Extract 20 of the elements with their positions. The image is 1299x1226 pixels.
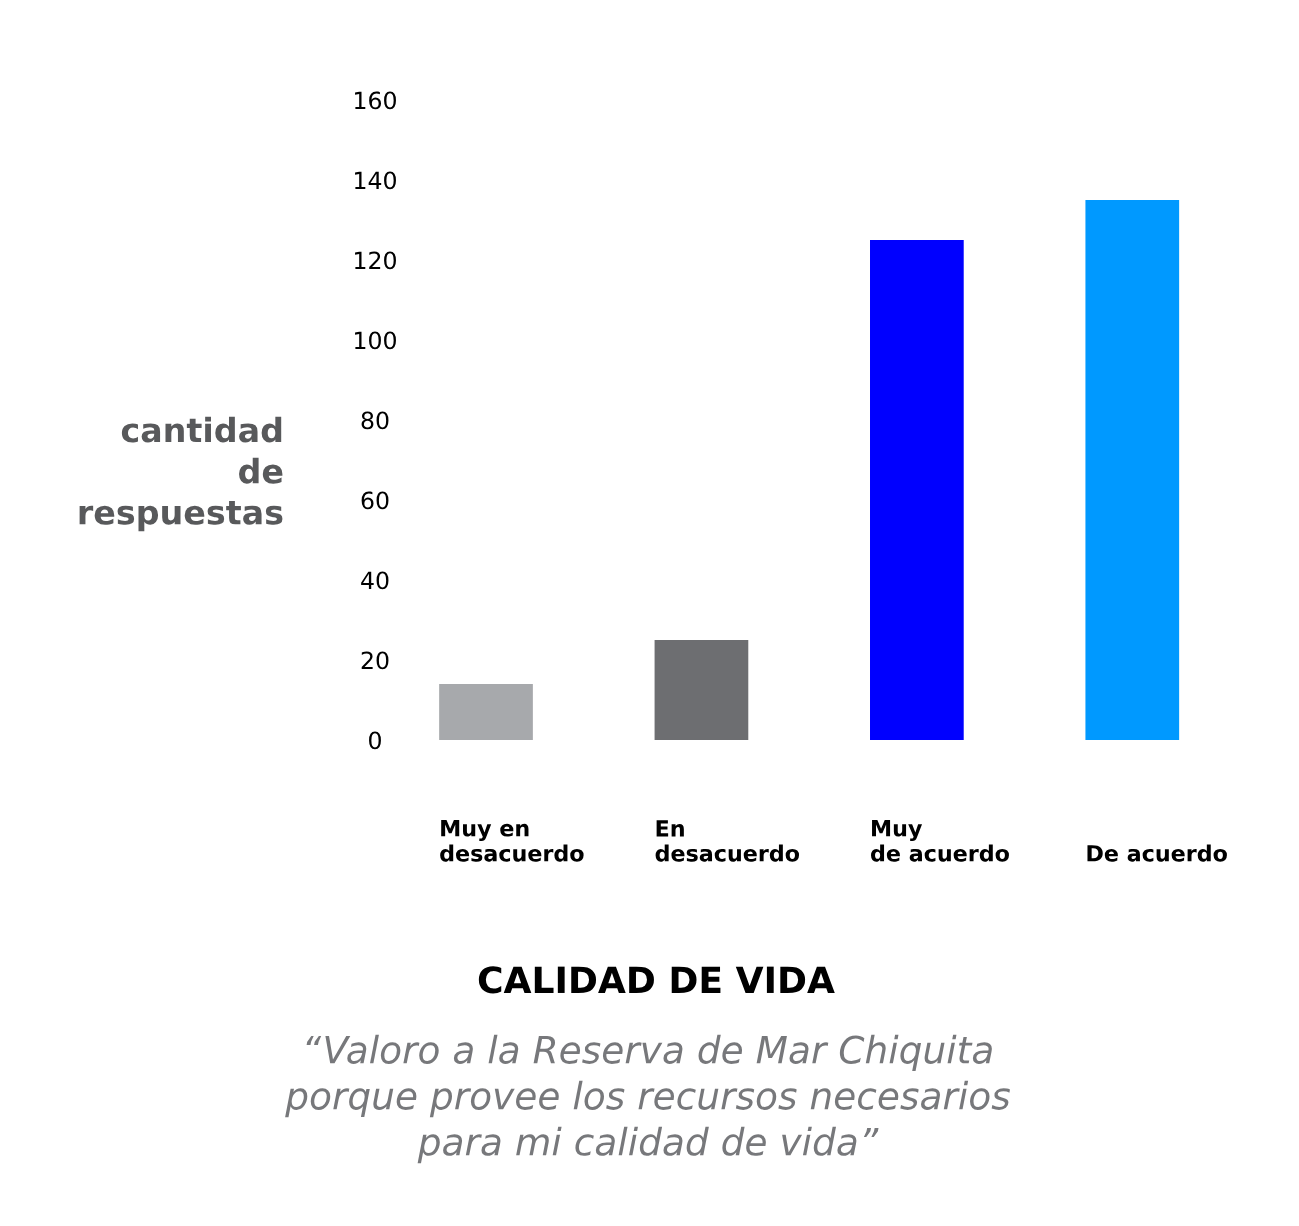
y-tick-label: 140 [355,171,396,190]
x-tick-label: De acuerdo [1087,844,1227,862]
y-tick-label: 0 [369,731,381,750]
y-tick-label: 160 [355,91,396,110]
y-tick-label: 80 [361,411,389,430]
x-tick-label: Muy de acuerdo [871,820,1009,862]
y-tick-label: 20 [361,651,389,670]
bar [439,684,533,740]
x-tick-label: Muy en desacuerdo [440,820,584,862]
y-tick-label: 120 [355,251,396,270]
y-tick-label: 40 [361,571,389,590]
y-tick-label: 100 [355,331,396,350]
y-axis-title: cantidad de respuestas [79,416,283,532]
y-tick-label: 60 [361,491,389,510]
text: CALIDAD DE VIDA [478,966,835,994]
bar [870,240,964,740]
bar [654,640,749,740]
x-tick-label: En desacuerdo [655,820,800,862]
bar [1085,200,1180,740]
text: “Valoro a la Reserva de Mar Chiquita porque provee los recursos necesarios para mi calidad de vida” [285,1034,1010,1164]
